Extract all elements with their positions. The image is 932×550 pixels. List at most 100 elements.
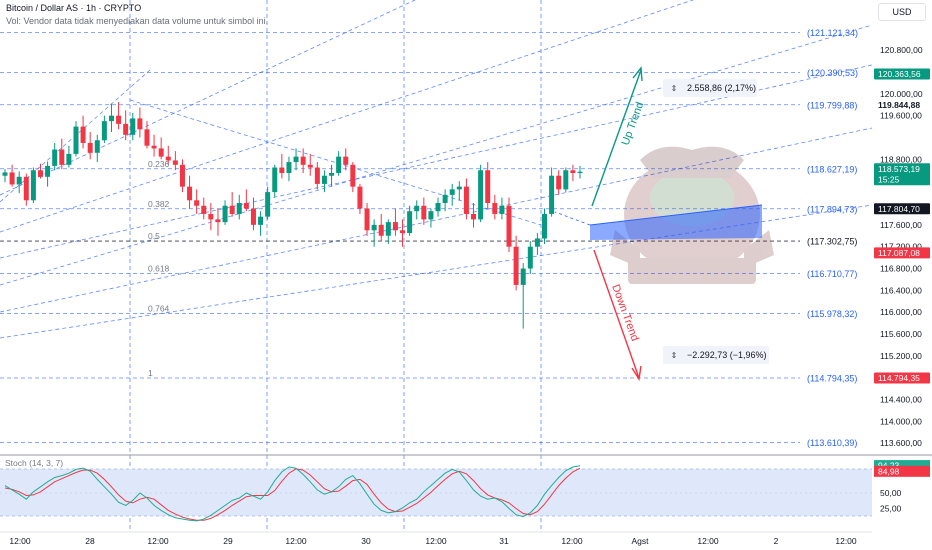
candle-body[interactable]: [371, 224, 377, 231]
down-measure-box[interactable]: ⇕ −2.292,73 (−1,96%): [663, 346, 769, 364]
candle-body[interactable]: [350, 164, 356, 187]
candle-body[interactable]: [250, 208, 256, 225]
candle-body[interactable]: [336, 156, 342, 173]
candle-body[interactable]: [59, 149, 65, 165]
candle-body[interactable]: [201, 205, 207, 214]
candle-body[interactable]: [485, 170, 491, 204]
candle-body[interactable]: [414, 205, 420, 212]
candle-body[interactable]: [556, 175, 562, 190]
candle-body[interactable]: [229, 205, 235, 214]
level-label: (113.610,39): [807, 438, 857, 448]
candle-body[interactable]: [428, 211, 434, 220]
candle-body[interactable]: [421, 205, 427, 220]
candle-body[interactable]: [87, 142, 93, 153]
candle-body[interactable]: [463, 186, 469, 214]
time-axis-label: 12:00: [425, 536, 447, 546]
candle-body[interactable]: [187, 186, 193, 201]
candle-body[interactable]: [577, 171, 583, 173]
countdown-tag: 15:25: [878, 174, 900, 184]
time-axis[interactable]: 12:00 28 12:00 29 12:00 30 12:00 31 12:00 Agst 12:…: [0, 531, 872, 546]
candle-body[interactable]: [45, 165, 51, 177]
candle-body[interactable]: [563, 170, 569, 190]
currency-button[interactable]: USD: [878, 3, 926, 21]
candle-body[interactable]: [400, 230, 406, 234]
candle-body[interactable]: [542, 213, 548, 239]
candle-body[interactable]: [236, 203, 242, 214]
candle-body[interactable]: [66, 153, 72, 165]
candle-body[interactable]: [385, 222, 391, 236]
candle-body[interactable]: [222, 205, 228, 223]
price-tag-bg: [874, 372, 930, 384]
candle-body[interactable]: [265, 192, 271, 217]
candle-body[interactable]: [392, 222, 398, 231]
candle-body[interactable]: [108, 115, 114, 122]
candle-body[interactable]: [378, 224, 384, 236]
candle-body[interactable]: [101, 121, 107, 141]
candle-body[interactable]: [293, 156, 299, 163]
up-measure-box[interactable]: ⇕ 2.558,86 (2,17%): [663, 79, 757, 97]
candle-body[interactable]: [449, 189, 455, 195]
candle-body[interactable]: [364, 208, 370, 231]
candle-body[interactable]: [80, 126, 86, 143]
candle-body[interactable]: [73, 126, 79, 154]
candle-body[interactable]: [130, 118, 136, 135]
candle-body[interactable]: [570, 170, 576, 173]
candle-body[interactable]: [527, 246, 533, 269]
candle-body[interactable]: [456, 186, 462, 190]
fib-label: 0.618: [148, 263, 170, 273]
candle-body[interactable]: [329, 172, 335, 176]
candle-body[interactable]: [23, 176, 29, 201]
candle-body[interactable]: [314, 167, 320, 184]
candle-body[interactable]: [258, 216, 264, 225]
volume-notice: Vol: Vendor data tidak menyediakan data …: [6, 16, 269, 26]
candle-body[interactable]: [52, 149, 58, 166]
candle-body[interactable]: [357, 186, 363, 209]
candle-body[interactable]: [435, 203, 441, 212]
stoch-axis-label: 25,00: [880, 504, 902, 514]
candle-body[interactable]: [116, 115, 122, 124]
candle-body[interactable]: [478, 170, 484, 220]
candle-body[interactable]: [471, 213, 477, 220]
candle-body[interactable]: [137, 118, 143, 130]
candle-body[interactable]: [94, 140, 100, 153]
candle-body[interactable]: [520, 268, 526, 285]
candle-body[interactable]: [144, 129, 150, 146]
candle-body[interactable]: [506, 205, 512, 247]
candlestick-series[interactable]: [2, 102, 583, 329]
candle-body[interactable]: [9, 172, 15, 185]
candle-body[interactable]: [37, 170, 43, 177]
chart-title[interactable]: Bitcoin / Dollar AS · 1h · CRYPTO: [6, 3, 142, 13]
candle-body[interactable]: [279, 167, 285, 173]
candle-body[interactable]: [30, 170, 36, 201]
candle-body[interactable]: [194, 200, 200, 206]
candle-body[interactable]: [165, 156, 171, 161]
candle-body[interactable]: [16, 176, 22, 185]
candle-body[interactable]: [442, 194, 448, 204]
candle-body[interactable]: [243, 203, 249, 209]
candle-body[interactable]: [172, 160, 178, 165]
candle-body[interactable]: [534, 238, 540, 247]
candle-body[interactable]: [549, 175, 555, 214]
candle-body[interactable]: [492, 203, 498, 214]
candle-body[interactable]: [343, 156, 349, 165]
candle-body[interactable]: [286, 162, 292, 173]
price-axis[interactable]: 120.800,00 120.000,00 119.600,00 118.800,00…: [880, 45, 923, 513]
candle-body[interactable]: [151, 145, 157, 149]
measure-icon: ⇕: [670, 84, 678, 93]
candle-body[interactable]: [499, 205, 505, 214]
candle-body[interactable]: [300, 156, 306, 165]
candle-body[interactable]: [123, 123, 129, 135]
candle-body[interactable]: [208, 213, 214, 220]
candle-body[interactable]: [215, 219, 221, 223]
stoch-pane[interactable]: Stoch (14, 3, 7): [0, 454, 932, 522]
level-label: (118.627,19): [807, 164, 857, 174]
candle-body[interactable]: [307, 164, 313, 168]
candle-body[interactable]: [513, 246, 519, 285]
candle-body[interactable]: [179, 164, 185, 187]
candle-body[interactable]: [321, 175, 327, 184]
candle-body[interactable]: [2, 172, 8, 176]
candle-body[interactable]: [272, 167, 278, 193]
candle-body[interactable]: [158, 148, 164, 157]
candle-body[interactable]: [407, 211, 413, 234]
